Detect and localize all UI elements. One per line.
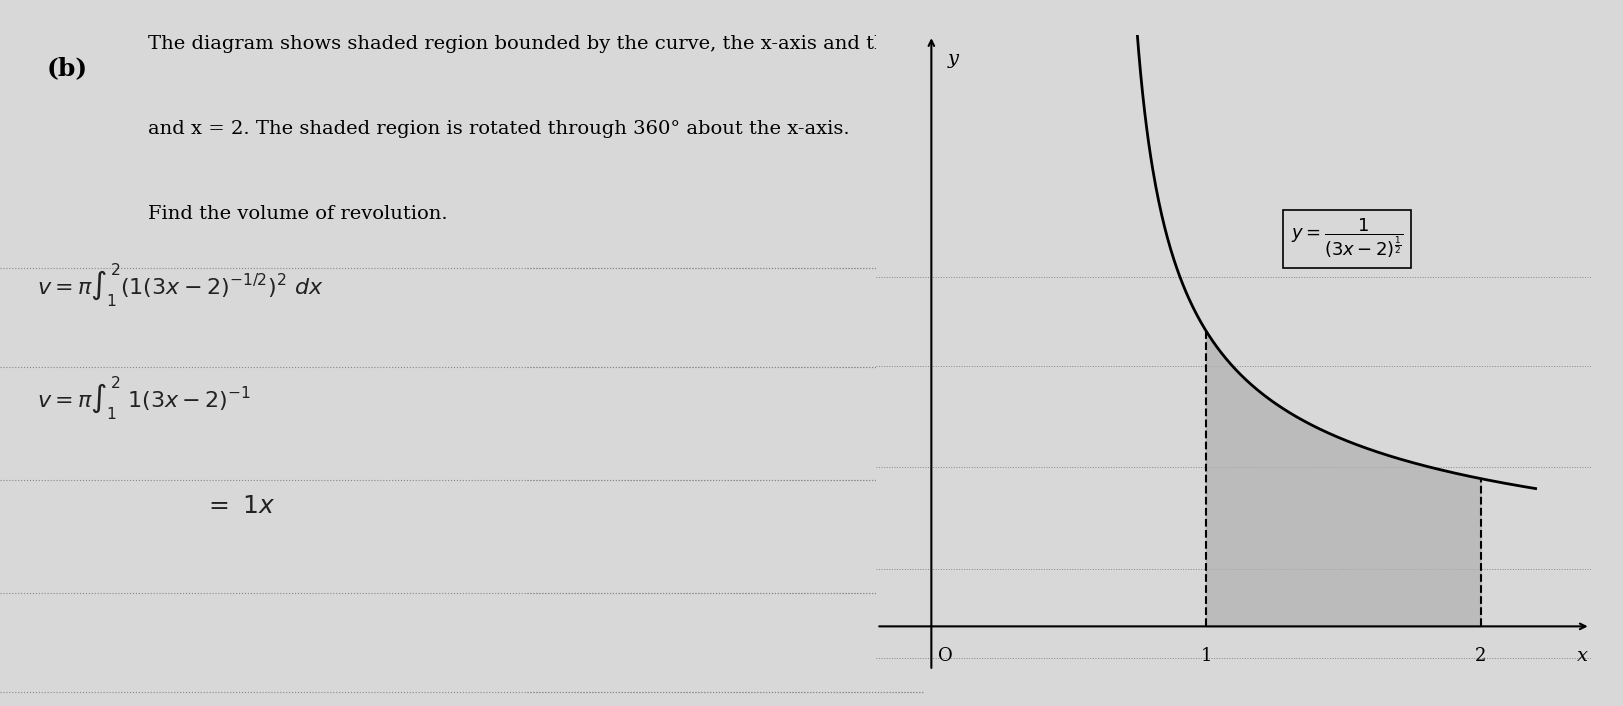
Text: and x = 2. The shaded region is rotated through 360° about the x-axis.: and x = 2. The shaded region is rotated …	[148, 120, 850, 138]
Text: x: x	[1578, 647, 1587, 665]
Text: (b): (b)	[45, 56, 88, 80]
Text: $v = \pi \int_1^2 (1(3x-2)^{-1/2})^2\ dx$: $v = \pi \int_1^2 (1(3x-2)^{-1/2})^2\ dx…	[37, 261, 323, 309]
Text: $y = \dfrac{1}{(3x-2)^{\frac{1}{2}}}$: $y = \dfrac{1}{(3x-2)^{\frac{1}{2}}}$	[1290, 217, 1404, 261]
Text: O: O	[938, 647, 953, 665]
Text: $=\ 1x$: $=\ 1x$	[203, 494, 276, 518]
Text: $v = \pi \int_1^2\ 1(3x-2)^{-1}$: $v = \pi \int_1^2\ 1(3x-2)^{-1}$	[37, 374, 252, 422]
Text: The diagram shows shaded region bounded by the curve, the x-axis and the lines x: The diagram shows shaded region bounded …	[148, 35, 1010, 53]
Text: y: y	[948, 50, 959, 68]
Text: 1: 1	[1201, 647, 1212, 665]
Text: 2: 2	[1475, 647, 1487, 665]
Text: Find the volume of revolution.: Find the volume of revolution.	[148, 205, 448, 222]
